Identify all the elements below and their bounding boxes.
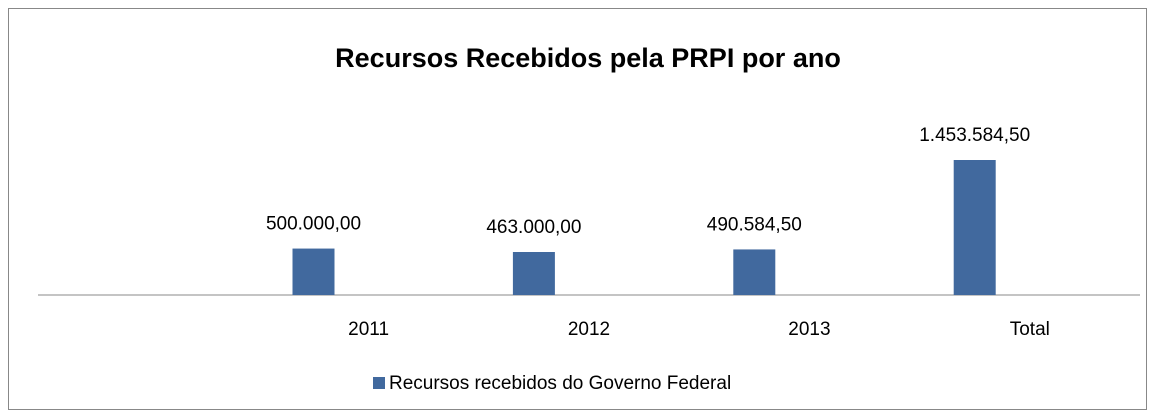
legend-label: Recursos recebidos do Governo Federal (389, 373, 731, 394)
bar (953, 160, 996, 295)
value-label: 1.453.584,50 (919, 125, 1030, 146)
bar (292, 248, 335, 295)
x-tick-label: 2012 (568, 319, 610, 340)
x-tick-label: 2013 (788, 319, 830, 340)
x-tick-label: Total (1010, 319, 1050, 340)
bar (733, 249, 776, 295)
x-tick-label: 2011 (348, 319, 389, 340)
value-label: 490.584,50 (707, 214, 802, 235)
value-label: 500.000,00 (266, 214, 361, 235)
value-label: 463.000,00 (486, 217, 581, 238)
legend-swatch (373, 377, 385, 389)
chart-title: Recursos Recebidos pela PRPI por ano (335, 43, 841, 73)
bar (512, 251, 555, 295)
